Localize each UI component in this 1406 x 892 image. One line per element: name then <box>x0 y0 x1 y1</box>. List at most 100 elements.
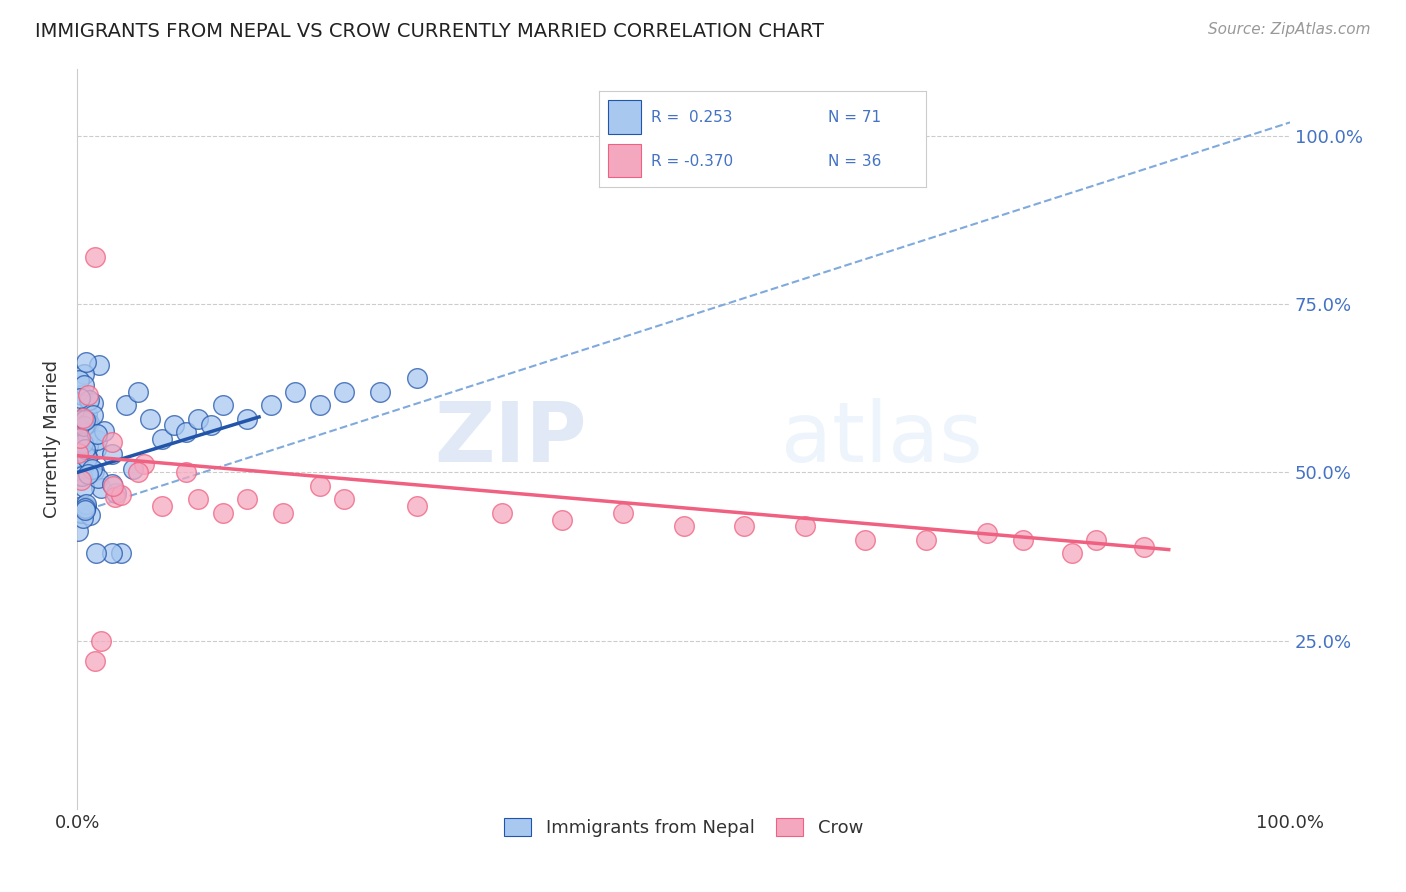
Point <box>127 384 149 399</box>
Point <box>84 654 107 668</box>
Point <box>915 533 938 547</box>
Point <box>86 434 108 448</box>
Point <box>103 479 125 493</box>
Point <box>90 481 112 495</box>
Point <box>69 431 91 445</box>
Point <box>370 384 392 399</box>
Point <box>72 435 94 450</box>
Point <box>333 492 356 507</box>
Point <box>76 416 98 430</box>
Point <box>101 546 124 560</box>
Point <box>733 519 755 533</box>
Point <box>150 499 173 513</box>
Point <box>1012 533 1035 547</box>
Point <box>82 408 104 422</box>
Point <box>1133 540 1156 554</box>
Point <box>86 427 108 442</box>
Point <box>110 546 132 560</box>
Point <box>75 498 97 512</box>
Point <box>76 388 98 402</box>
Point <box>134 457 156 471</box>
Point <box>104 490 127 504</box>
Point <box>271 506 294 520</box>
Point <box>260 398 283 412</box>
Point <box>79 508 101 522</box>
Point <box>308 479 330 493</box>
Point <box>855 533 877 547</box>
Point <box>163 418 186 433</box>
Point <box>73 377 96 392</box>
Point <box>100 476 122 491</box>
Point <box>70 499 93 513</box>
Point <box>405 499 427 513</box>
Point <box>76 450 98 464</box>
Point <box>77 428 100 442</box>
Point <box>73 418 96 433</box>
Point <box>284 384 307 399</box>
Point <box>200 418 222 433</box>
Point <box>121 461 143 475</box>
Point <box>491 506 513 520</box>
Text: ZIP: ZIP <box>434 399 586 479</box>
Point <box>90 633 112 648</box>
Point <box>76 450 98 465</box>
Point <box>73 367 96 381</box>
Point <box>101 434 124 449</box>
Point <box>612 506 634 520</box>
Point <box>80 461 103 475</box>
Point <box>308 398 330 412</box>
Point <box>82 396 104 410</box>
Point <box>76 407 98 421</box>
Point <box>67 458 90 472</box>
Point <box>75 355 97 369</box>
Point <box>93 424 115 438</box>
Point <box>72 410 94 425</box>
Point <box>79 392 101 407</box>
Point <box>105 485 128 500</box>
Point <box>75 500 97 515</box>
Text: IMMIGRANTS FROM NEPAL VS CROW CURRENTLY MARRIED CORRELATION CHART: IMMIGRANTS FROM NEPAL VS CROW CURRENTLY … <box>35 22 824 41</box>
Point <box>70 387 93 401</box>
Point <box>72 510 94 524</box>
Point <box>139 411 162 425</box>
Point <box>67 469 90 483</box>
Point <box>405 371 427 385</box>
Text: Source: ZipAtlas.com: Source: ZipAtlas.com <box>1208 22 1371 37</box>
Point <box>110 488 132 502</box>
Point <box>187 411 209 425</box>
Point <box>69 463 91 477</box>
Point <box>83 464 105 478</box>
Point <box>551 513 574 527</box>
Point <box>211 506 233 520</box>
Point <box>101 447 124 461</box>
Point <box>333 384 356 399</box>
Point <box>211 398 233 412</box>
Point <box>174 466 197 480</box>
Point <box>67 446 90 460</box>
Point <box>67 435 90 450</box>
Point <box>84 442 107 456</box>
Point <box>127 466 149 480</box>
Point <box>73 480 96 494</box>
Point <box>76 467 98 482</box>
Point <box>67 524 90 538</box>
Point <box>150 432 173 446</box>
Point <box>236 411 259 425</box>
Point <box>67 373 90 387</box>
Point <box>89 359 111 373</box>
Point <box>976 526 998 541</box>
Point <box>75 417 97 431</box>
Point <box>70 413 93 427</box>
Point <box>77 416 100 430</box>
Y-axis label: Currently Married: Currently Married <box>44 359 60 518</box>
Point <box>87 471 110 485</box>
Legend: Immigrants from Nepal, Crow: Immigrants from Nepal, Crow <box>496 811 870 845</box>
Point <box>69 507 91 521</box>
Point <box>70 473 93 487</box>
Point <box>75 500 97 514</box>
Point <box>793 519 815 533</box>
Point <box>77 439 100 453</box>
Point <box>75 412 97 426</box>
Point <box>1060 546 1083 560</box>
Point <box>236 492 259 507</box>
